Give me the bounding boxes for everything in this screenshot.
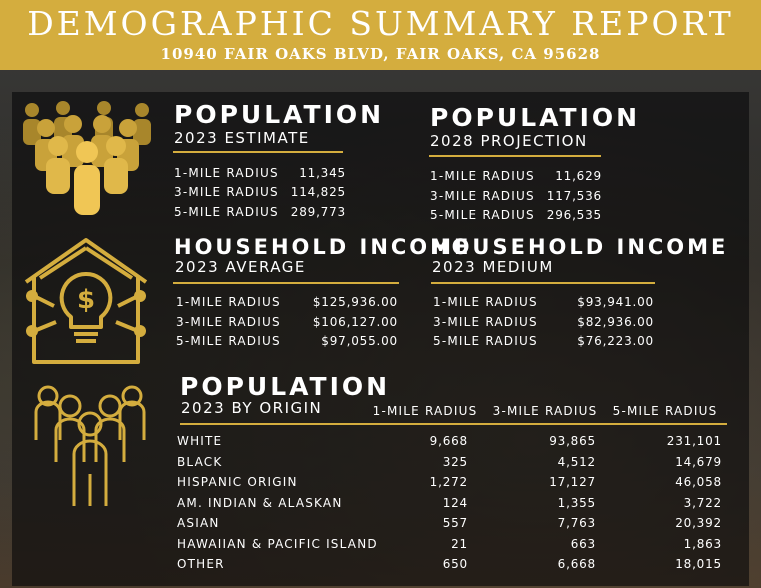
origin-row-value: 20,392 [675, 516, 722, 530]
origin-row-value: 650 [442, 557, 468, 571]
income-medium-underline [431, 282, 655, 284]
population-2023-row-value: 114,825 [290, 185, 346, 199]
origin-column-header: 3-MILE RADIUS [492, 404, 598, 418]
income-average-subtitle: 2023 AVERAGE [175, 258, 306, 276]
origin-row-value: 93,865 [549, 434, 596, 448]
people-group-outline-icon [34, 385, 146, 506]
origin-row-value: 6,668 [557, 557, 596, 571]
income-average-row-value: $106,127.00 [312, 315, 398, 329]
income-average-row-label: 1-MILE RADIUS [176, 295, 281, 309]
income-medium-row-label: 5-MILE RADIUS [433, 334, 538, 348]
income-medium-row-value: $76,223.00 [577, 334, 654, 348]
population-2028-row-label: 1-MILE RADIUS [430, 169, 535, 183]
report-title: DEMOGRAPHIC SUMMARY REPORT [27, 4, 734, 43]
origin-row-label: HISPANIC ORIGIN [177, 475, 298, 489]
population-2023-subtitle: 2023 ESTIMATE [174, 129, 310, 147]
origin-column-header: 1-MILE RADIUS [372, 404, 478, 418]
content-panel [12, 92, 749, 586]
property-address: 10940 FAIR OAKS BLVD, FAIR OAKS, CA 9562… [160, 45, 601, 63]
origin-row-value: 557 [442, 516, 468, 530]
origin-row-value: 1,355 [557, 496, 596, 510]
population-2028-subtitle: 2028 PROJECTION [430, 132, 588, 150]
income-medium-title: HOUSEHOLD INCOME [431, 235, 729, 259]
origin-row-label: AM. INDIAN & ALASKAN [177, 496, 343, 510]
origin-row-value: 663 [570, 537, 596, 551]
population-2023-row-label: 1-MILE RADIUS [174, 166, 279, 180]
population-2028-row-value: 11,629 [555, 169, 602, 183]
origin-row-value: 325 [442, 455, 468, 469]
origin-row-label: HAWAIIAN & PACIFIC ISLAND [177, 537, 378, 551]
income-average-underline [173, 282, 399, 284]
origin-row-value: 14,679 [675, 455, 722, 469]
income-medium-row-value: $82,936.00 [577, 315, 654, 329]
origin-underline [180, 423, 727, 425]
origin-row-value: 21 [451, 537, 468, 551]
population-2028-row-label: 3-MILE RADIUS [430, 189, 535, 203]
population-2028-title: POPULATION [430, 103, 641, 132]
origin-row-value: 4,512 [557, 455, 596, 469]
origin-row-value: 1,863 [683, 537, 722, 551]
income-medium-subtitle: 2023 MEDIUM [432, 258, 554, 276]
origin-row-value: 1,272 [429, 475, 468, 489]
income-average-row-label: 3-MILE RADIUS [176, 315, 281, 329]
origin-title: POPULATION [180, 372, 391, 401]
income-medium-row-label: 1-MILE RADIUS [433, 295, 538, 309]
income-medium-row-label: 3-MILE RADIUS [433, 315, 538, 329]
population-2023-row-label: 5-MILE RADIUS [174, 205, 279, 219]
origin-row-value: 124 [442, 496, 468, 510]
origin-row-value: 17,127 [549, 475, 596, 489]
income-average-row-value: $97,055.00 [321, 334, 398, 348]
origin-column-header: 5-MILE RADIUS [612, 404, 718, 418]
house-lightbulb-dollar-icon: $ [24, 238, 148, 364]
report-header: DEMOGRAPHIC SUMMARY REPORT 10940 FAIR OA… [0, 0, 761, 70]
origin-row-value: 3,722 [683, 496, 722, 510]
origin-row-value: 231,101 [666, 434, 722, 448]
origin-row-value: 46,058 [675, 475, 722, 489]
svg-text:$: $ [77, 285, 95, 315]
population-2028-row-label: 5-MILE RADIUS [430, 208, 535, 222]
population-2028-row-value: 296,535 [546, 208, 602, 222]
income-average-row-label: 5-MILE RADIUS [176, 334, 281, 348]
population-2023-underline [173, 151, 343, 153]
origin-row-value: 9,668 [429, 434, 468, 448]
origin-subtitle: 2023 BY ORIGIN [181, 399, 323, 417]
population-2028-underline [429, 155, 601, 157]
income-average-title: HOUSEHOLD INCOME [174, 235, 472, 259]
population-2023-row-value: 11,345 [299, 166, 346, 180]
income-average-row-value: $125,936.00 [312, 295, 398, 309]
income-medium-row-value: $93,941.00 [577, 295, 654, 309]
people-crowd-icon [23, 101, 151, 215]
origin-row-label: ASIAN [177, 516, 220, 530]
origin-row-value: 7,763 [557, 516, 596, 530]
origin-row-label: BLACK [177, 455, 223, 469]
origin-row-label: OTHER [177, 557, 225, 571]
origin-row-value: 18,015 [675, 557, 722, 571]
population-2023-row-label: 3-MILE RADIUS [174, 185, 279, 199]
origin-row-label: WHITE [177, 434, 223, 448]
population-2023-row-value: 289,773 [290, 205, 346, 219]
population-2028-row-value: 117,536 [546, 189, 602, 203]
population-2023-title: POPULATION [174, 100, 385, 129]
